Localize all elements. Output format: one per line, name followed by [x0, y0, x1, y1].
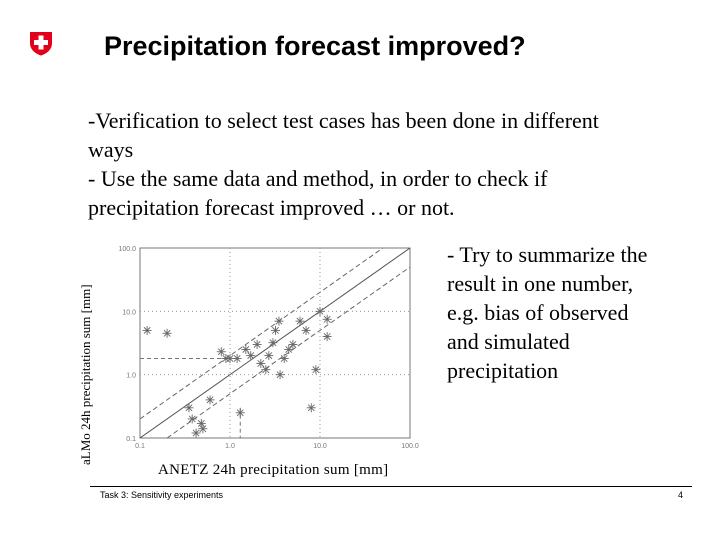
- cross-horizontal: [34, 40, 48, 45]
- page-number: 4: [678, 490, 684, 500]
- y-tick-label: 0.1: [126, 436, 136, 443]
- bullet-line: - Try to summarize the: [447, 242, 648, 267]
- data-point: [274, 316, 284, 326]
- data-point: [205, 395, 215, 405]
- plot-frame: [139, 247, 411, 439]
- intro-line: -Verification to select test cases has b…: [88, 108, 599, 133]
- data-point: [268, 338, 278, 348]
- bullet-line: precipitation: [447, 358, 559, 383]
- bullet-line: result in one number,: [447, 271, 634, 296]
- data-point: [198, 424, 208, 434]
- data-point: [241, 344, 251, 354]
- data-point: [252, 339, 262, 349]
- x-tick-label: 0.1: [135, 443, 145, 450]
- data-point: [232, 353, 242, 363]
- data-point: [322, 314, 332, 324]
- intro-line: precipitation forecast improved … or not…: [88, 195, 455, 220]
- data-point: [196, 418, 206, 428]
- y-tick-label: 100.0: [118, 246, 136, 253]
- data-point: [275, 370, 285, 380]
- x-tick-label: 1.0: [225, 443, 235, 450]
- x-tick-label: 10.0: [313, 443, 327, 450]
- data-point: [322, 332, 332, 342]
- data-point: [261, 365, 271, 375]
- footer-text: Task 3: Sensitivity experiments: [100, 490, 224, 500]
- intro-line: ways: [88, 137, 134, 162]
- slide-title: Precipitation forecast improved?: [104, 31, 526, 61]
- data-point: [246, 351, 256, 361]
- data-point: [142, 325, 152, 335]
- data-point: [288, 339, 298, 349]
- upper-bound-line: [140, 248, 384, 420]
- data-point: [270, 325, 280, 335]
- y-tick-label: 10.0: [122, 309, 136, 316]
- swiss-cross-icon: [30, 32, 52, 56]
- data-point: [235, 408, 245, 418]
- intro-line: - Use the same data and method, in order…: [88, 166, 548, 191]
- data-point: [264, 351, 274, 361]
- chart-y-axis-label: aLMo 24h precipitation sum [mm]: [78, 284, 93, 465]
- data-point: [284, 344, 294, 354]
- summary-bullet: - Try to summarize the result in one num…: [447, 240, 707, 385]
- data-point: [216, 347, 226, 357]
- data-point: [306, 403, 316, 413]
- chart-x-axis-label: ANETZ 24h precipitation sum [mm]: [158, 462, 389, 478]
- data-point: [279, 353, 289, 363]
- bullet-line: e.g. bias of observed: [447, 300, 629, 325]
- x-tick-label: 100.0: [401, 443, 419, 450]
- footer-divider: [90, 486, 692, 487]
- scatter-chart: 0.1 1.0 10.0 100.0 0.1 1.0 10.0 100.0: [118, 246, 419, 450]
- data-point: [311, 365, 321, 375]
- bullet-line: and simulated: [447, 329, 570, 354]
- data-point: [301, 325, 311, 335]
- intro-text: -Verification to select test cases has b…: [88, 106, 688, 222]
- data-point: [256, 359, 266, 369]
- data-point: [191, 428, 201, 438]
- data-point: [184, 403, 194, 413]
- data-point: [295, 316, 305, 326]
- data-point: [315, 306, 325, 316]
- data-point: [187, 414, 197, 424]
- y-tick-label: 1.0: [126, 373, 136, 380]
- data-point: [162, 328, 172, 338]
